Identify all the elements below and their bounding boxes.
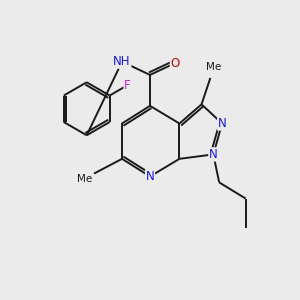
Text: F: F [124,79,131,92]
Text: NH: NH [113,55,131,68]
Text: N: N [218,117,226,130]
Text: N: N [146,170,154,183]
Text: Me: Me [206,62,221,72]
Text: N: N [209,148,218,161]
Text: O: O [170,57,180,70]
Text: Me: Me [76,174,92,184]
